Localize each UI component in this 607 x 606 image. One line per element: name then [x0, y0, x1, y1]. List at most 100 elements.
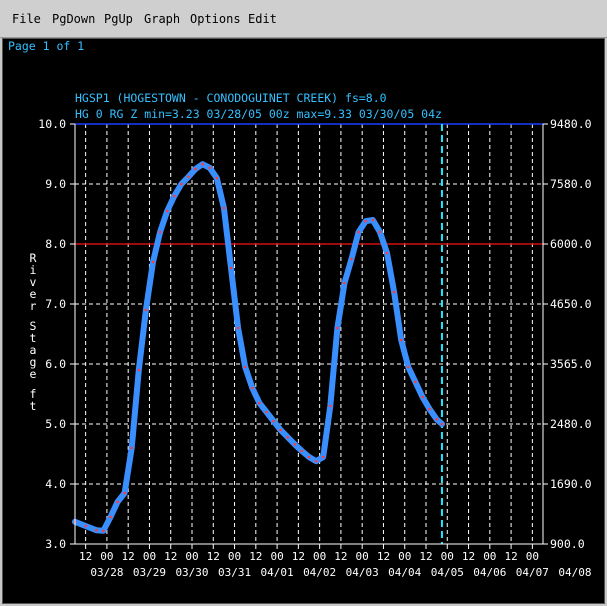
observed-point [440, 422, 444, 426]
grid-layer [75, 124, 543, 544]
observed-point [151, 260, 155, 264]
observed-point [137, 368, 141, 372]
observed-point [116, 500, 119, 504]
observed-point [187, 175, 190, 179]
observed-point [258, 401, 261, 405]
observed-point [215, 176, 219, 180]
page-indicator: Page 1 of 1 [8, 39, 85, 53]
date-label: 03/30 [175, 566, 208, 579]
observed-point [300, 449, 304, 453]
observed-point [272, 419, 275, 423]
observed-point [130, 446, 134, 450]
x-tick-label: 00 [526, 550, 539, 563]
observed-point [194, 167, 197, 171]
right-tick-label: 1690.0 [550, 477, 592, 491]
observed-point [378, 230, 382, 234]
observed-point [364, 219, 368, 223]
menu-bar: File PgDown PgUp Graph Options Edit [0, 0, 607, 38]
y-tick-label: 4.0 [45, 477, 66, 491]
date-label: 04/08 [558, 566, 591, 579]
right-tick-label: 900.0 [550, 537, 585, 551]
x-tick-label: 00 [356, 550, 369, 563]
observed-point [286, 435, 290, 439]
observed-point [307, 455, 311, 459]
observed-point [399, 338, 403, 342]
x-tick-label: 00 [483, 550, 496, 563]
x-tick-label: 12 [292, 550, 305, 563]
menu-pgdown[interactable]: PgDown [52, 12, 96, 26]
date-label: 04/05 [431, 566, 464, 579]
x-tick-label: 12 [504, 550, 517, 563]
right-tick-label: 7580.0 [550, 177, 592, 191]
observed-point [84, 524, 87, 528]
observed-point [94, 528, 98, 532]
observed-point [243, 365, 247, 369]
x-tick-label: 00 [441, 550, 454, 563]
x-tick-label: 12 [164, 550, 177, 563]
x-tick-label: 00 [185, 550, 198, 563]
y-tick-label: 10.0 [38, 117, 66, 131]
observed-point [406, 365, 410, 369]
x-tick-label: 00 [313, 550, 326, 563]
x-tick-label: 00 [143, 550, 156, 563]
observed-point [229, 266, 233, 270]
date-label: 04/02 [303, 566, 336, 579]
observed-point [158, 230, 162, 234]
observed-point [343, 281, 346, 285]
y-tick-label: 3.0 [45, 537, 66, 551]
y-tick-label: 7.0 [45, 297, 66, 311]
menu-file[interactable]: File [12, 12, 41, 26]
observed-stage-line [72, 161, 445, 534]
y-tick-label: 8.0 [45, 237, 66, 251]
menu-options[interactable]: Options [190, 12, 241, 26]
observed-point [371, 218, 375, 222]
right-tick-label: 6000.0 [550, 237, 592, 251]
x-tick-label: 12 [334, 550, 347, 563]
menu-edit[interactable]: Edit [248, 12, 277, 26]
observed-point [293, 443, 297, 446]
right-tick-label: 3565.0 [550, 357, 592, 371]
right-tick-label: 9480.0 [550, 117, 592, 131]
y-tick-label: 5.0 [45, 417, 66, 431]
series-layer [72, 161, 445, 534]
observed-point [350, 257, 353, 261]
chart-subtitle: HG 0 RG Z min=3.23 03/28/05 00z max=9.33… [75, 107, 442, 121]
right-tick-label: 4650.0 [550, 297, 592, 311]
observed-point [321, 455, 325, 459]
observed-point [250, 386, 254, 390]
chart-title: HGSP1 (HOGESTOWN - CONODOGUINET CREEK) f… [75, 91, 387, 105]
x-tick-label: 00 [100, 550, 113, 563]
menu-graph[interactable]: Graph [144, 12, 181, 26]
x-tick-label: 12 [377, 550, 390, 563]
date-label: 04/03 [346, 566, 379, 579]
date-label: 04/04 [388, 566, 421, 579]
date-label: 04/01 [261, 566, 294, 579]
observed-point [314, 459, 318, 463]
observed-point [201, 162, 204, 166]
observed-point [102, 529, 105, 533]
observed-point [385, 251, 389, 255]
x-tick-label: 12 [462, 550, 475, 563]
observed-point [392, 290, 396, 294]
x-tick-label: 12 [207, 550, 220, 563]
date-label: 03/31 [218, 566, 251, 579]
observed-point [435, 417, 438, 421]
observed-point [123, 491, 126, 495]
y-tick-label: 9.0 [45, 177, 66, 191]
x-tick-label: 00 [398, 550, 411, 563]
x-tick-label: 00 [270, 550, 283, 563]
observed-point [428, 407, 431, 411]
date-label: 03/29 [133, 566, 166, 579]
observed-point [172, 194, 176, 198]
observed-point [414, 380, 417, 384]
observed-point [265, 410, 268, 414]
observed-point [222, 206, 226, 210]
observed-point [336, 326, 339, 330]
menu-pgup[interactable]: PgUp [104, 12, 133, 26]
observed-point [236, 326, 240, 330]
observed-point [208, 166, 212, 170]
observed-point [421, 395, 424, 399]
observed-point [180, 182, 183, 186]
